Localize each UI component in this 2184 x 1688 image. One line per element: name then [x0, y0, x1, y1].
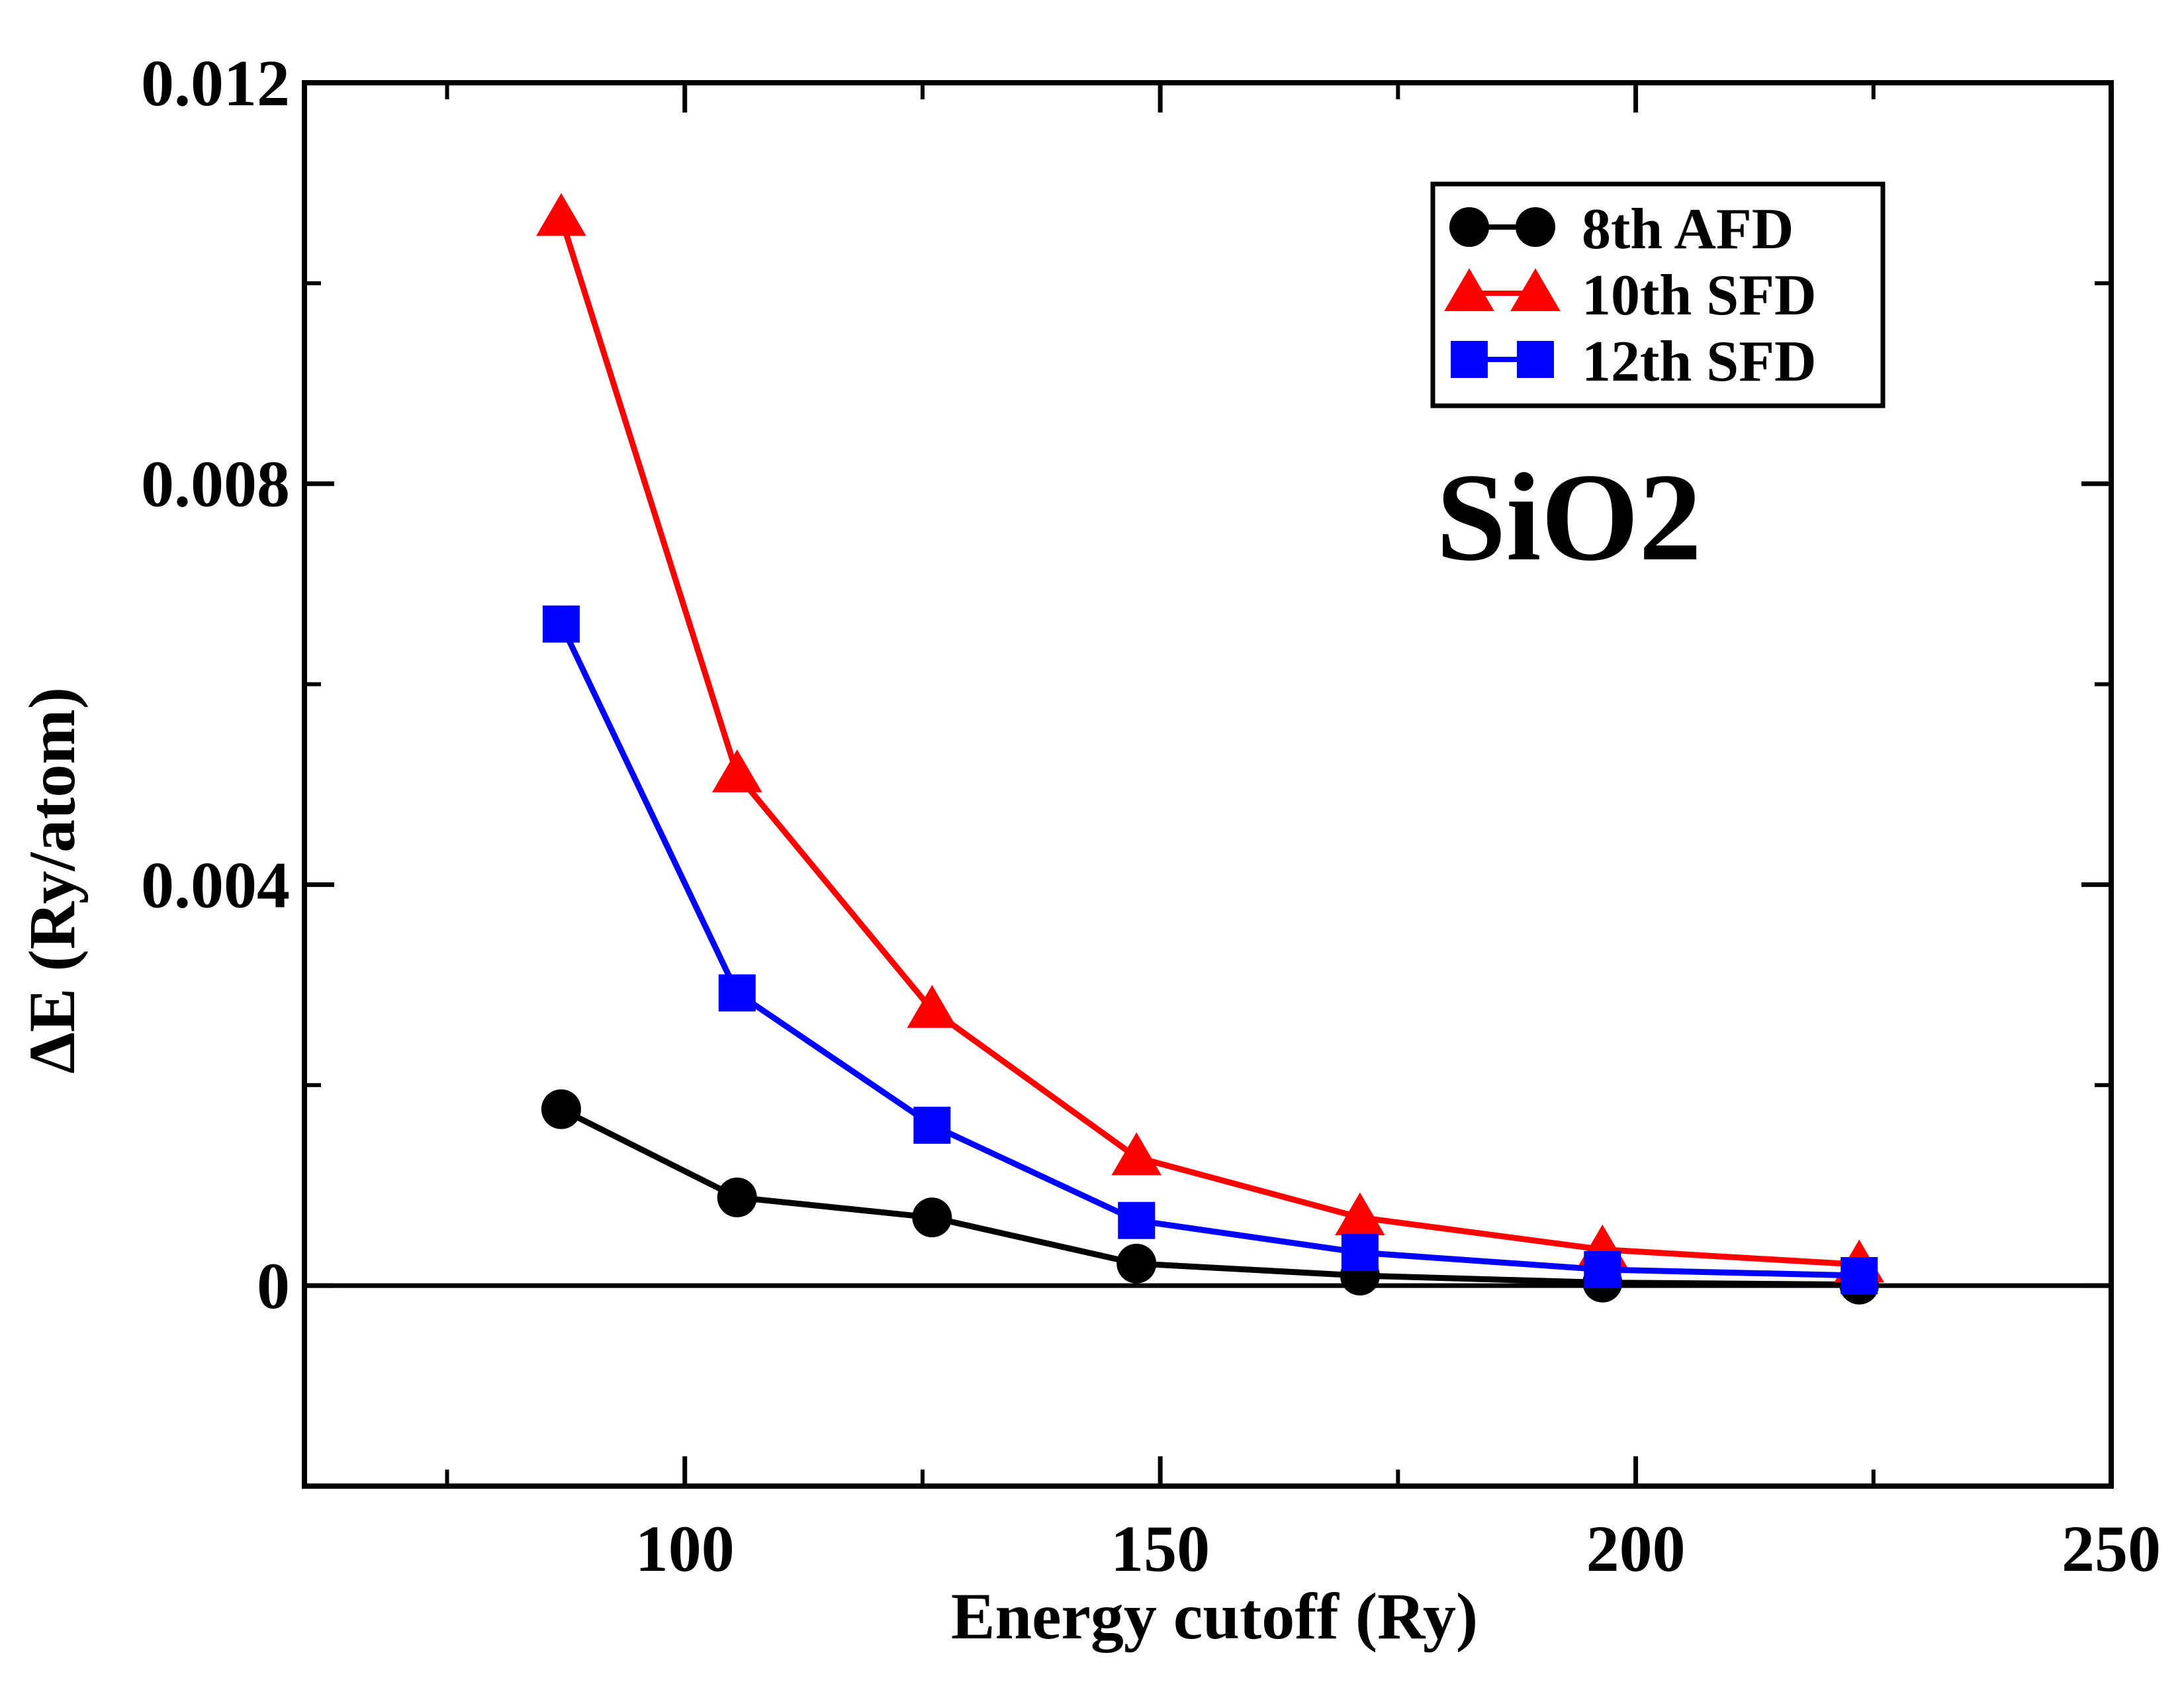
annotation-label: SiO2 — [1436, 448, 1702, 587]
data-point — [1116, 1243, 1157, 1284]
data-point — [907, 984, 958, 1028]
data-point — [536, 193, 586, 236]
data-point — [1841, 1257, 1878, 1294]
data-point — [1341, 1234, 1379, 1272]
legend-marker — [1451, 341, 1488, 378]
data-point — [542, 605, 580, 643]
series-layer — [536, 193, 1885, 1305]
x-tick-label: 250 — [2062, 1512, 2161, 1585]
data-point — [1584, 1250, 1621, 1288]
data-point — [913, 1106, 951, 1144]
legend-marker — [1444, 268, 1494, 311]
data-point — [717, 1177, 757, 1217]
data-point — [1335, 1192, 1385, 1236]
x-axis-title: Energy cutoff (Ry) — [951, 1579, 1478, 1653]
x-tick-label: 200 — [1586, 1512, 1686, 1585]
y-tick-label: 0.004 — [141, 848, 290, 921]
legend-label: 10th SFD — [1582, 263, 1817, 328]
legend-label: 12th SFD — [1582, 330, 1817, 394]
data-point — [912, 1197, 952, 1238]
data-point — [1111, 1132, 1162, 1176]
legend-marker — [1449, 207, 1489, 247]
tick-labels: 100 150 200 250 0 0.004 0.008 0.012 — [141, 46, 2161, 1585]
plot-frame — [302, 80, 2114, 1489]
x-tick-label: 100 — [635, 1512, 735, 1585]
axis-ticks — [304, 80, 2114, 1486]
y-axis-title: ΔE (Ry/atom) — [15, 687, 89, 1074]
series-12th-sfd — [542, 605, 1878, 1294]
y-tick-label: 0 — [257, 1249, 290, 1323]
y-tick-label: 0.012 — [141, 46, 290, 120]
data-point — [718, 974, 756, 1011]
x-tick-label: 150 — [1111, 1512, 1210, 1585]
data-point — [711, 749, 762, 792]
legend-label: 8th AFD — [1582, 197, 1794, 261]
data-point — [1118, 1201, 1156, 1239]
legend-marker — [1510, 268, 1561, 311]
legend-marker — [1517, 341, 1554, 378]
y-tick-label: 0.008 — [141, 447, 290, 521]
data-point — [541, 1089, 581, 1129]
legend-marker — [1516, 207, 1555, 247]
